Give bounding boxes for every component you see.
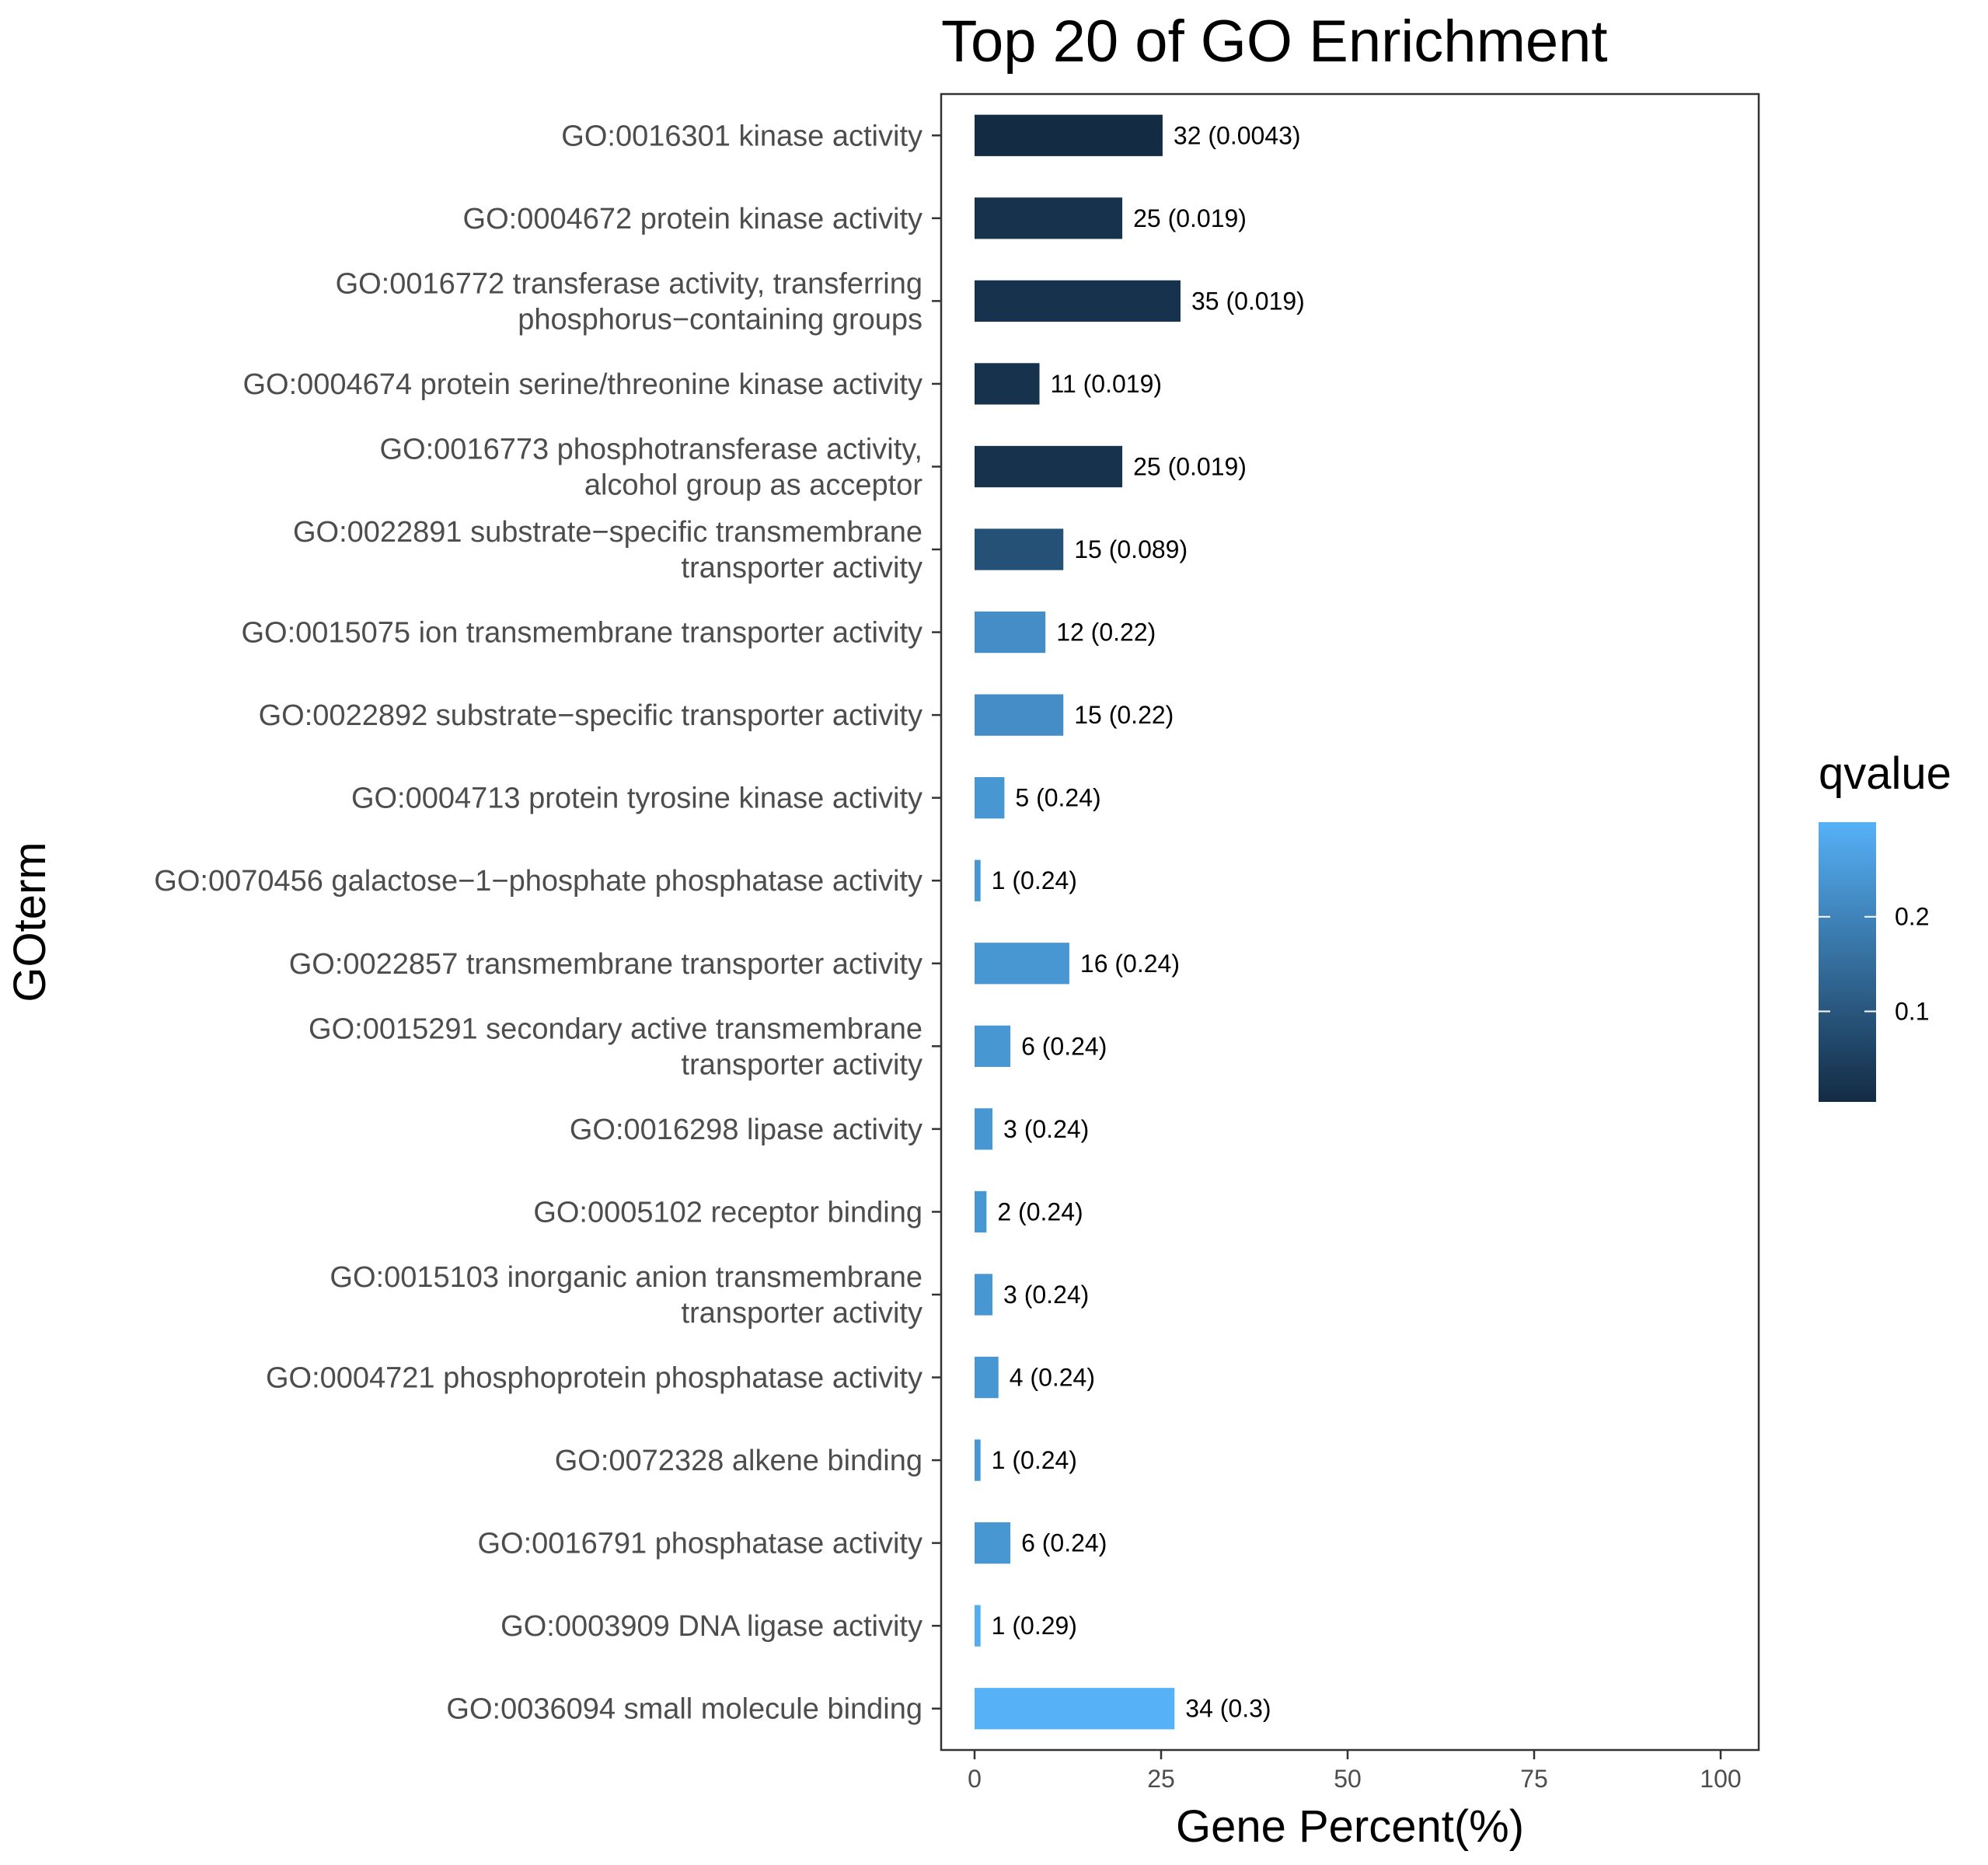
data-label: 6 (0.24) <box>1021 1529 1107 1557</box>
bar <box>975 1522 1011 1564</box>
plot-panel-border <box>940 92 1760 1752</box>
legend-tick-label: 0.1 <box>1895 997 1929 1025</box>
y-tick-label: transporter activity <box>682 1048 923 1081</box>
bar <box>975 1108 993 1150</box>
y-tick-label: GO:0072328 alkene binding <box>555 1445 923 1477</box>
bar <box>975 611 1046 654</box>
bar <box>975 1439 981 1481</box>
legend: qvalue 0.1 0.2 <box>1819 748 1951 1102</box>
y-axis-title: GOterm <box>5 842 55 1002</box>
bar <box>975 445 1123 488</box>
data-label: 2 (0.24) <box>997 1197 1083 1225</box>
x-axis-title: Gene Percent(%) <box>1176 1801 1524 1852</box>
y-tick-label: GO:0070456 galactose−1−phosphate phospha… <box>154 865 923 898</box>
legend-colorbar <box>1819 822 1876 1102</box>
y-tick-label: GO:0022857 transmembrane transporter act… <box>289 948 923 981</box>
y-tick-label: GO:0016301 kinase activity <box>561 120 923 152</box>
y-tick-label: GO:0004674 protein serine/threonine kina… <box>242 368 923 401</box>
bar <box>975 943 1069 985</box>
bar <box>975 363 1040 405</box>
bar <box>975 528 1064 570</box>
data-label: 1 (0.24) <box>992 1446 1077 1474</box>
bar <box>975 694 1064 736</box>
data-labels: 32 (0.0043) 25 (0.019) 35 (0.019) 11 (0.019… <box>992 121 1305 1722</box>
bar <box>975 1274 993 1316</box>
legend-tick-label: 0.2 <box>1895 903 1929 931</box>
y-tick-label: GO:0016791 phosphatase activity <box>478 1528 923 1560</box>
y-tick-label: GO:0022892 substrate−specific transporte… <box>259 699 923 732</box>
y-tick-label: GO:0016772 transferase activity, transfe… <box>336 267 923 300</box>
data-label: 35 (0.019) <box>1191 287 1305 315</box>
y-tick-label: GO:0015103 inorganic anion transmembrane <box>330 1261 923 1294</box>
y-tick-label: GO:0004672 protein kinase activity <box>463 203 923 235</box>
data-label: 4 (0.24) <box>1010 1364 1095 1392</box>
x-tick-label: 75 <box>1520 1765 1548 1793</box>
bar <box>975 197 1123 239</box>
data-label: 32 (0.0043) <box>1174 121 1301 149</box>
y-tick-label: alcohol group as acceptor <box>584 469 923 501</box>
data-label: 15 (0.22) <box>1074 701 1174 729</box>
data-label: 34 (0.3) <box>1185 1695 1271 1723</box>
y-tick-label: GO:0036094 small molecule binding <box>446 1693 923 1726</box>
legend-ticks: 0.1 0.2 <box>1819 903 1929 1025</box>
y-tick-label: GO:0015291 secondary active transmembran… <box>309 1013 923 1045</box>
x-tick-label: 0 <box>968 1765 982 1793</box>
x-tick-label: 50 <box>1334 1765 1362 1793</box>
x-axis: 0 25 50 75 100 <box>968 1750 1742 1793</box>
data-label: 3 (0.24) <box>1003 1281 1089 1309</box>
y-tick-label: GO:0005102 receptor binding <box>533 1196 923 1229</box>
data-label: 12 (0.22) <box>1056 619 1156 647</box>
y-tick-label: GO:0004721 phosphoprotein phosphatase ac… <box>266 1362 923 1395</box>
bar <box>975 1356 999 1399</box>
y-axis-ticks <box>932 134 941 1710</box>
bar <box>975 114 1163 156</box>
data-label: 3 (0.24) <box>1003 1115 1089 1143</box>
bar <box>975 859 981 901</box>
data-label: 1 (0.29) <box>992 1612 1077 1640</box>
y-tick-label: GO:0003909 DNA ligase activity <box>500 1610 923 1643</box>
y-tick-label: GO:0015075 ion transmembrane transporter… <box>241 617 923 650</box>
y-tick-label: GO:0004713 protein tyrosine kinase activ… <box>351 783 923 815</box>
bar <box>975 777 1005 819</box>
x-tick-label: 25 <box>1147 1765 1175 1793</box>
x-tick-label: 100 <box>1700 1765 1741 1793</box>
data-label: 11 (0.019) <box>1051 370 1163 398</box>
y-tick-label: phosphorus−containing groups <box>518 303 923 336</box>
y-axis-labels: GO:0016301 kinase activity GO:0004672 pro… <box>154 120 923 1725</box>
y-tick-label: GO:0016773 phosphotransferase activity, <box>380 433 923 465</box>
y-tick-label: GO:0016298 lipase activity <box>570 1114 923 1146</box>
bar <box>975 1688 1175 1730</box>
bar <box>975 1190 987 1233</box>
data-label: 6 (0.24) <box>1021 1032 1107 1060</box>
y-tick-label: GO:0022891 substrate−specific transmembr… <box>293 516 923 549</box>
data-label: 1 (0.24) <box>992 866 1077 894</box>
legend-title: qvalue <box>1819 748 1951 799</box>
data-label: 5 (0.24) <box>1015 784 1100 812</box>
bars <box>975 114 1181 1730</box>
y-tick-label: transporter activity <box>682 552 923 584</box>
data-label: 25 (0.019) <box>1133 452 1247 480</box>
y-tick-label: transporter activity <box>682 1297 923 1330</box>
data-label: 16 (0.24) <box>1080 950 1180 978</box>
data-label: 15 (0.089) <box>1074 535 1188 563</box>
bar <box>975 1605 981 1647</box>
data-label: 25 (0.019) <box>1133 204 1247 232</box>
bar <box>975 1025 1011 1067</box>
chart-title: Top 20 of GO Enrichment <box>941 9 1608 75</box>
bar <box>975 280 1181 322</box>
